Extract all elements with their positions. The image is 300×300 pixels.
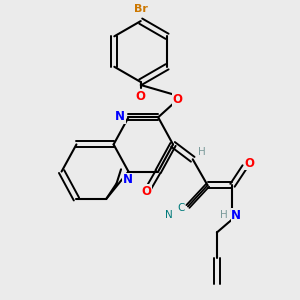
Text: O: O	[141, 185, 151, 198]
Text: O: O	[244, 157, 254, 169]
Text: O: O	[136, 90, 146, 103]
Text: Br: Br	[134, 4, 148, 14]
Text: H: H	[220, 210, 228, 220]
Text: O: O	[172, 93, 182, 106]
Text: N: N	[123, 173, 133, 186]
Text: H: H	[198, 147, 206, 157]
Text: C: C	[178, 203, 185, 213]
Text: N: N	[165, 210, 173, 220]
Text: N: N	[115, 110, 125, 123]
Text: N: N	[231, 209, 241, 222]
